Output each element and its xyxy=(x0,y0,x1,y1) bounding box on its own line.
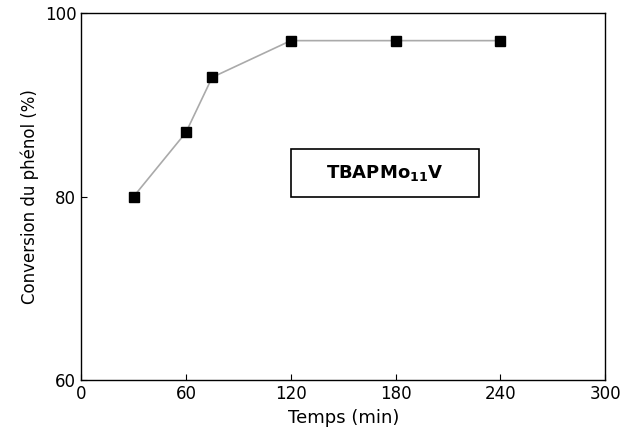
X-axis label: Temps (min): Temps (min) xyxy=(288,409,399,427)
Text: $\mathbf{TBAPMo_{11}V}$: $\mathbf{TBAPMo_{11}V}$ xyxy=(326,163,444,183)
FancyBboxPatch shape xyxy=(291,149,479,197)
Y-axis label: Conversion du phénol (%): Conversion du phénol (%) xyxy=(21,89,39,304)
